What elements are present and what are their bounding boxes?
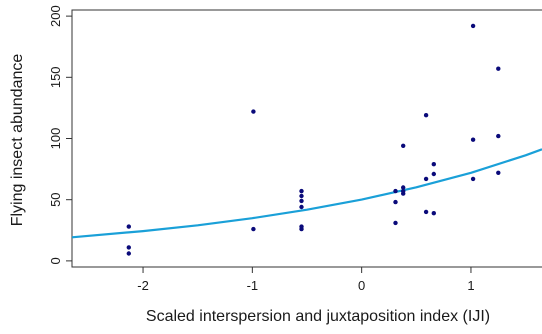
data-point bbox=[431, 162, 436, 167]
data-point bbox=[423, 209, 429, 215]
x-tick-label: -2 bbox=[137, 278, 149, 293]
y-tick-label: 50 bbox=[48, 192, 63, 206]
data-point bbox=[299, 188, 304, 194]
x-axis-title: Scaled interspersion and juxtaposition i… bbox=[146, 308, 490, 325]
data-point bbox=[470, 23, 476, 29]
data-point bbox=[299, 226, 304, 232]
data-point bbox=[299, 198, 304, 204]
data-point bbox=[470, 137, 476, 142]
y-axis-title: Flying insect abundance bbox=[9, 54, 26, 227]
data-point bbox=[423, 113, 429, 118]
data-point bbox=[423, 176, 429, 182]
data-point bbox=[251, 226, 256, 232]
x-tick-label: -1 bbox=[247, 278, 259, 293]
fit-curve-layer bbox=[71, 148, 542, 239]
data-point bbox=[431, 211, 436, 216]
y-tick-label: 100 bbox=[48, 128, 63, 150]
data-point bbox=[401, 185, 406, 190]
data-point bbox=[431, 171, 436, 177]
data-point bbox=[393, 199, 398, 205]
fit-curve bbox=[71, 148, 542, 239]
y-tick-label: 200 bbox=[48, 5, 63, 27]
data-points bbox=[126, 23, 501, 256]
data-point bbox=[393, 220, 398, 226]
data-point bbox=[126, 251, 131, 256]
data-point bbox=[470, 176, 476, 182]
y-tick-label: 150 bbox=[48, 66, 63, 88]
x-tick-label: 0 bbox=[358, 278, 365, 293]
axes: -2 -1 0 1 0 50 100 150 200 bbox=[48, 5, 542, 293]
data-point bbox=[496, 170, 501, 175]
data-point bbox=[496, 133, 501, 139]
data-point bbox=[251, 109, 256, 114]
y-tick-label: 0 bbox=[48, 257, 63, 264]
data-point bbox=[126, 224, 131, 229]
data-point bbox=[401, 191, 406, 196]
data-point bbox=[299, 204, 304, 210]
data-point bbox=[496, 66, 501, 71]
data-point bbox=[393, 188, 398, 194]
data-point bbox=[126, 245, 131, 250]
x-tick-label: 1 bbox=[467, 278, 474, 293]
data-point bbox=[401, 143, 406, 148]
data-point bbox=[299, 193, 304, 199]
